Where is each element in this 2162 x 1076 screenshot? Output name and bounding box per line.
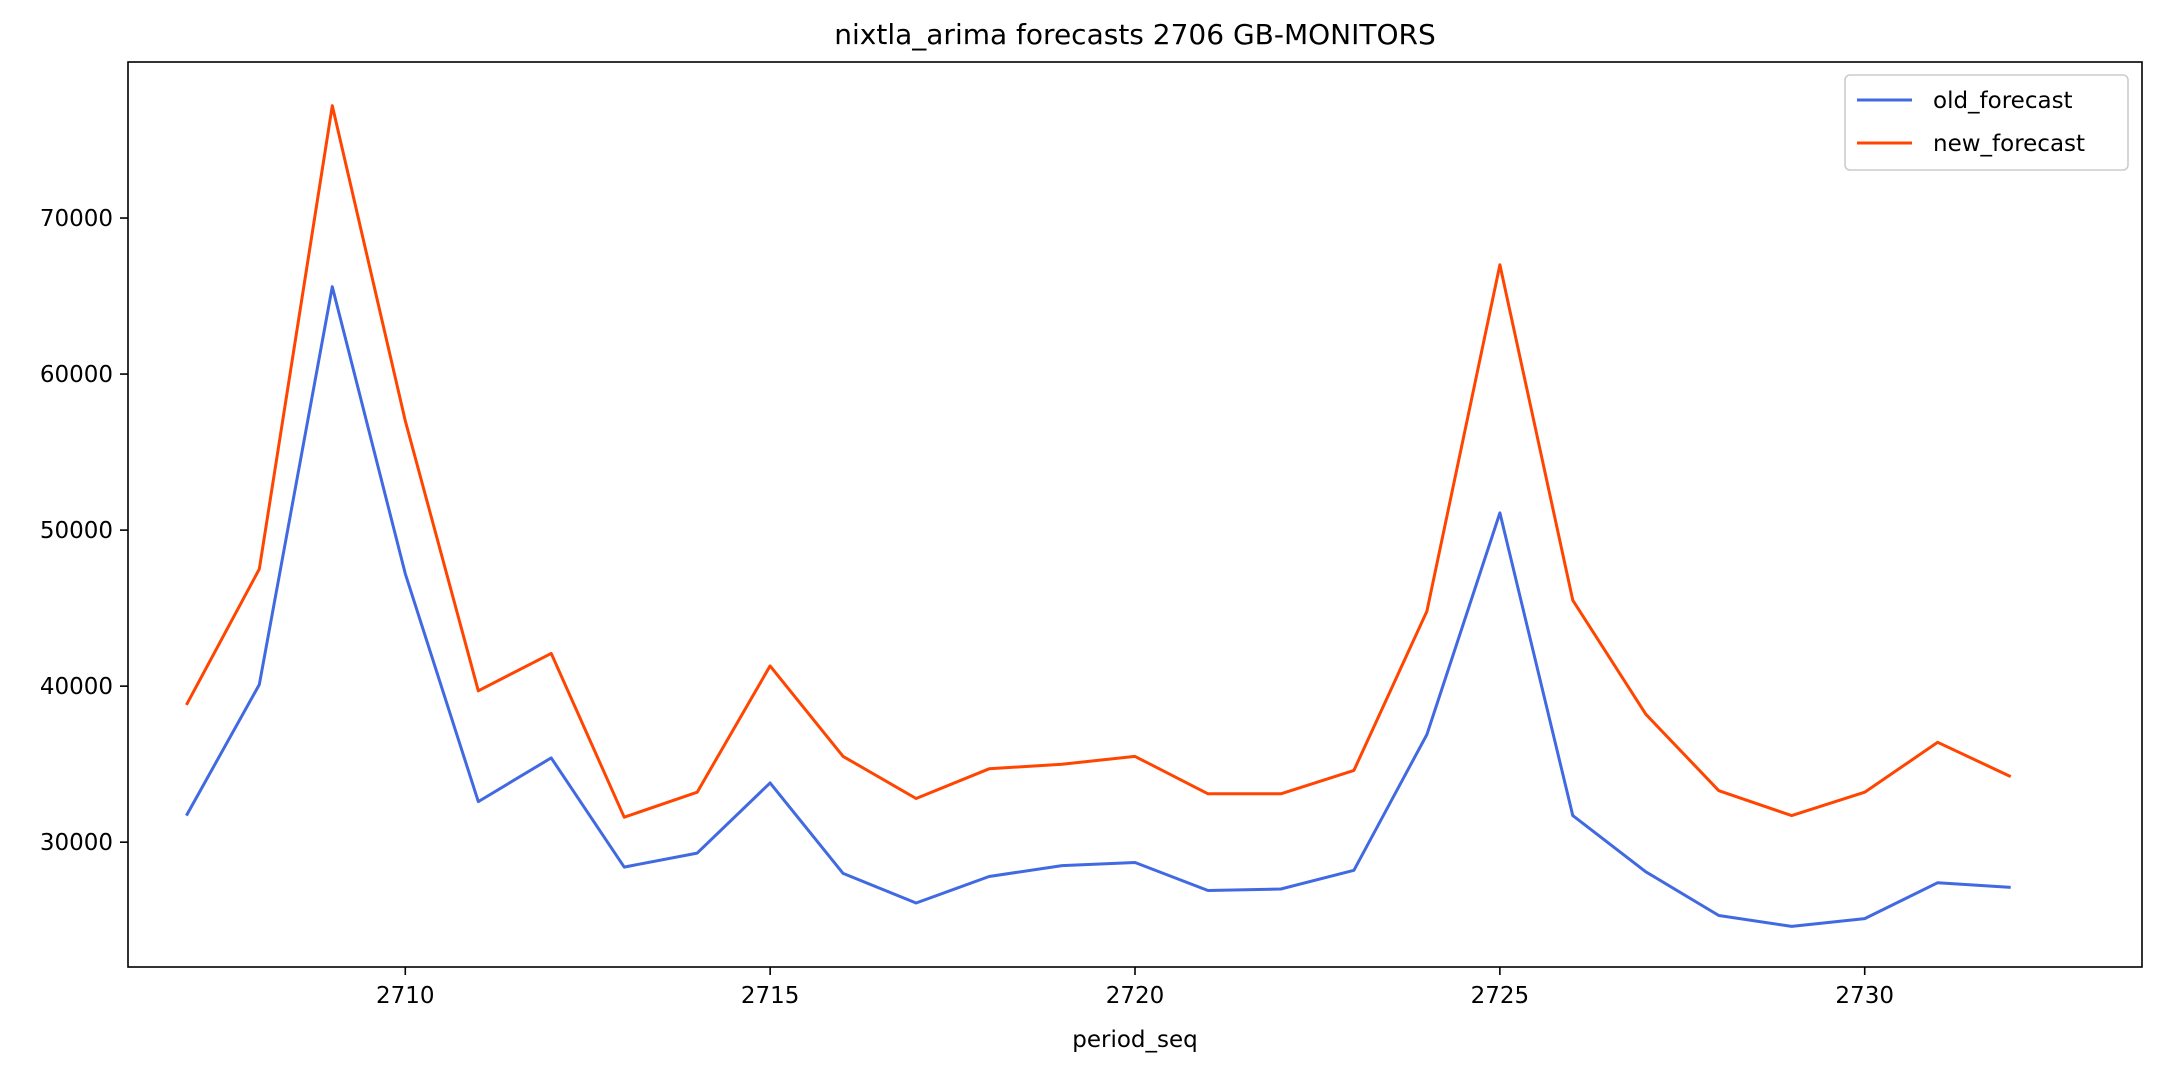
x-tick-label: 2725: [1471, 983, 1530, 1009]
y-axis: 30000 40000 50000 60000 70000: [40, 206, 128, 856]
y-tick-label: 30000: [40, 830, 113, 856]
x-tick-label: 2710: [376, 983, 435, 1009]
x-axis-label: period_seq: [1072, 1027, 1198, 1053]
y-tick-label: 40000: [40, 674, 113, 700]
series-line-new_forecast: [185, 104, 2012, 819]
x-tick-label: 2730: [1835, 983, 1894, 1009]
x-axis: 2710 2715 2720 2725 2730: [376, 967, 1894, 1009]
plot-area: [185, 104, 2012, 928]
chart-title: nixtla_arima forecasts 2706 GB-MONITORS: [834, 18, 1435, 51]
y-tick-label: 50000: [40, 518, 113, 544]
x-tick-label: 2720: [1106, 983, 1165, 1009]
legend-label-new_forecast: new_forecast: [1933, 131, 2085, 157]
legend: old_forecast new_forecast: [1844, 74, 2129, 171]
legend-box: [1844, 74, 2129, 171]
x-tick-label: 2715: [741, 983, 800, 1009]
series-line-old_forecast: [185, 285, 2011, 928]
y-tick-label: 60000: [40, 362, 113, 388]
y-tick-label: 70000: [40, 206, 113, 232]
legend-label-old_forecast: old_forecast: [1933, 88, 2073, 114]
